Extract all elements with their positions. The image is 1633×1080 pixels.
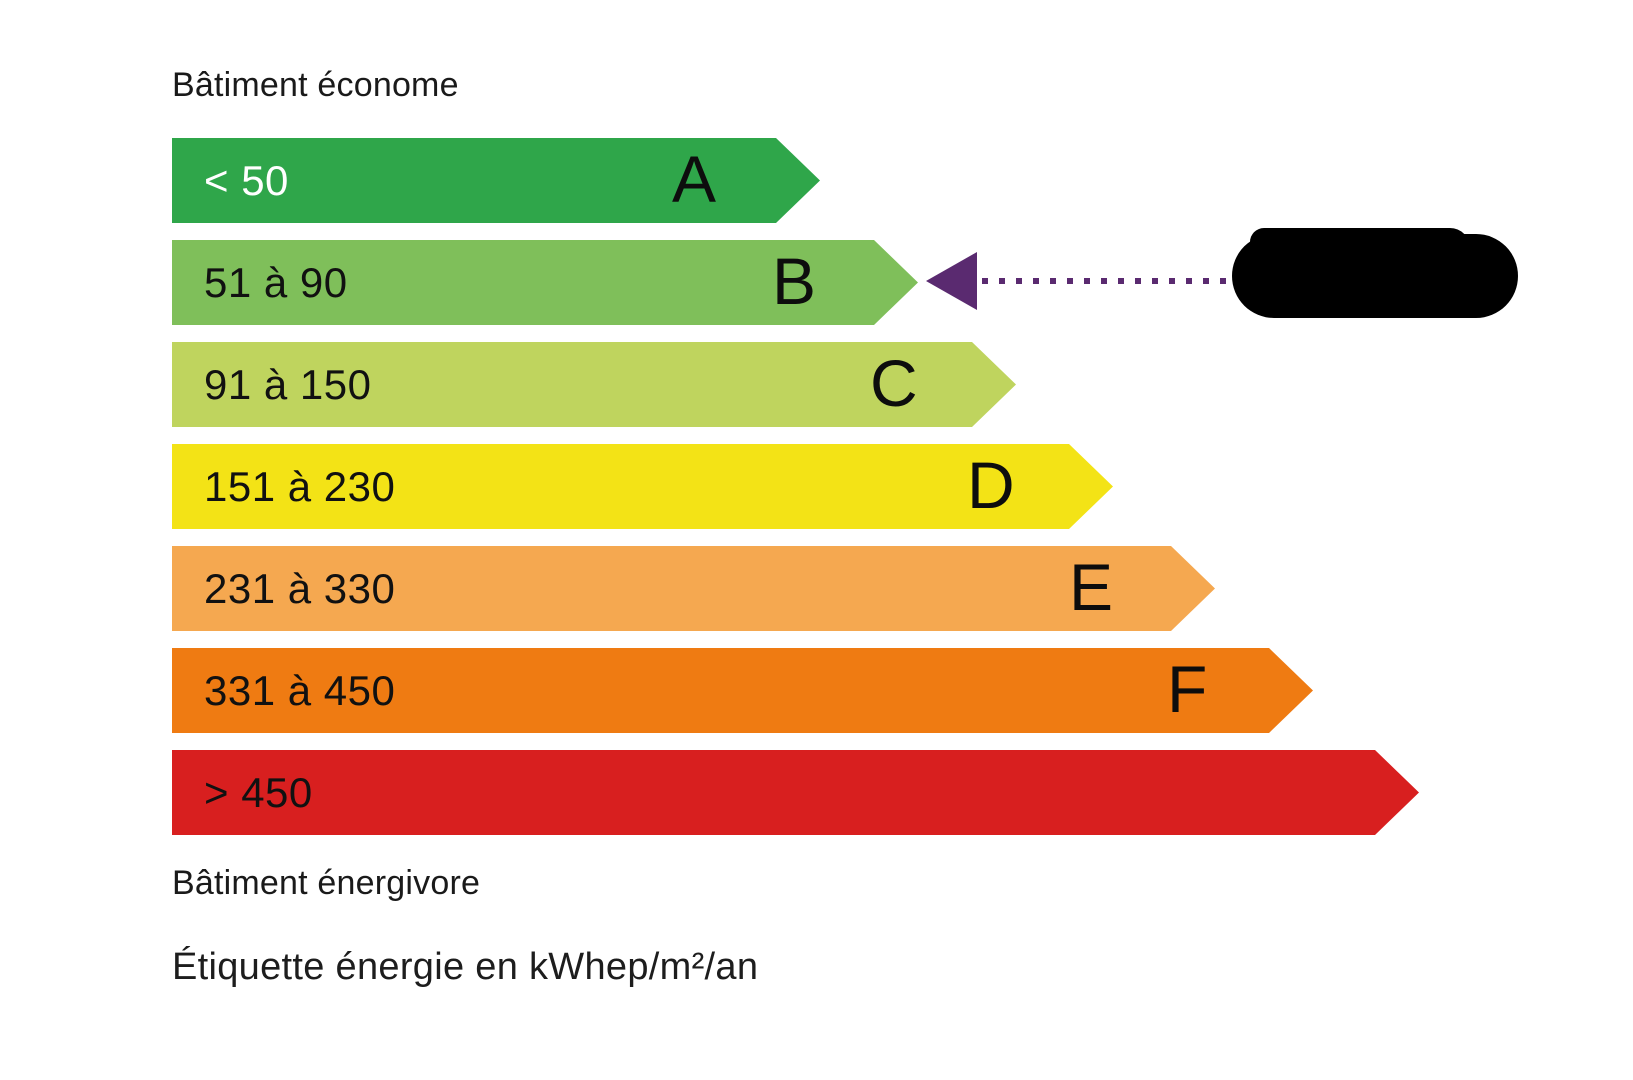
top-caption-economical: Bâtiment économe <box>172 66 459 104</box>
bar-arrow-shape <box>172 444 1113 529</box>
energy-class-bar-e: 231 à 330 E <box>172 546 1215 631</box>
bar-range-label: 91 à 150 <box>204 361 372 408</box>
bar-range-label: 231 à 330 <box>204 565 396 612</box>
bar-class-letter: B <box>772 244 817 318</box>
bar-arrow-shape <box>172 546 1215 631</box>
bar-arrow-shape <box>172 648 1313 733</box>
energy-class-bar-g: > 450 <box>172 750 1419 835</box>
bar-range-label: > 450 <box>204 769 313 816</box>
energy-class-bar-b: 51 à 90 B <box>172 240 918 325</box>
bar-class-letter: F <box>1167 652 1208 726</box>
unit-caption: Étiquette énergie en kWhep/m²/an <box>172 946 759 988</box>
bar-range-label: 331 à 450 <box>204 667 396 714</box>
bar-class-letter: C <box>870 346 918 420</box>
energy-class-bar-d: 151 à 230 D <box>172 444 1113 529</box>
energy-class-bar-c: 91 à 150 C <box>172 342 1016 427</box>
bar-arrow-shape <box>172 240 918 325</box>
bar-class-letter: D <box>967 448 1015 522</box>
energy-class-bar-f: 331 à 450 F <box>172 648 1313 733</box>
bottom-caption-energy-hungry: Bâtiment énergivore <box>172 864 481 902</box>
bar-class-letter: A <box>672 142 717 216</box>
bar-arrow-shape <box>172 342 1016 427</box>
bar-range-label: < 50 <box>204 157 289 204</box>
energy-class-bar-a: < 50 A <box>172 138 820 223</box>
bar-range-label: 151 à 230 <box>204 463 396 510</box>
bar-range-label: 51 à 90 <box>204 259 348 306</box>
bar-arrow-shape <box>172 750 1419 835</box>
bar-class-letter: E <box>1069 550 1114 624</box>
bar-arrow-shape <box>172 138 820 223</box>
